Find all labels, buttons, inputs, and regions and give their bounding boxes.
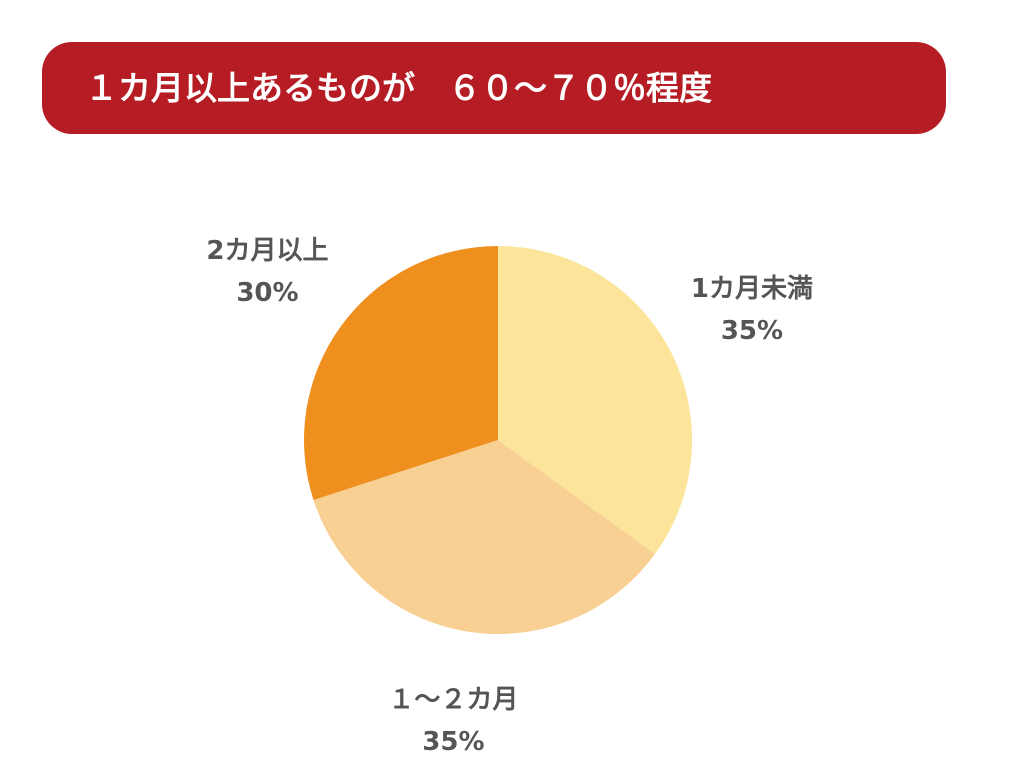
slice-category-label: １～２カ月 (388, 685, 518, 715)
slice-value-label: 35% (422, 727, 484, 757)
pie-slice (498, 246, 692, 555)
slice-category-label: 2カ月以上 (206, 236, 328, 266)
slice-value-label: 35% (721, 316, 783, 346)
title-banner (42, 42, 946, 134)
chart-title: １カ月以上あるものが ６０～７０％程度 (85, 69, 712, 108)
pie-slice (303, 246, 498, 500)
slice-category-label: 1カ月未満 (691, 274, 813, 304)
pie-slice (313, 440, 655, 634)
slice-value-label: 30% (236, 278, 298, 308)
